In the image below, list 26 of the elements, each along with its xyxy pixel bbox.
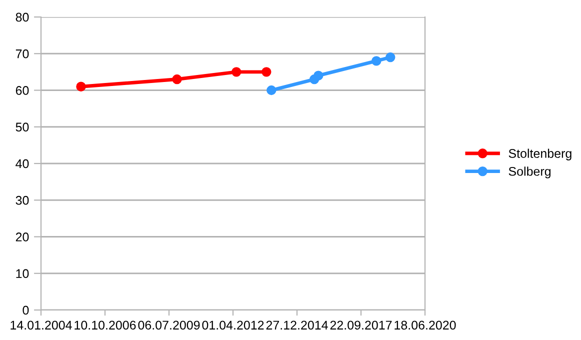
x-tick-label: 01.04.2012 (202, 320, 264, 330)
point (314, 70, 324, 80)
x-tick-label: 27.12.2014 (266, 320, 328, 330)
y-tick-label: 10 (16, 269, 29, 278)
y-tick-label: 80 (16, 12, 29, 22)
x-tick-label: 22.09.2017 (330, 320, 392, 330)
y-tick-label: 20 (16, 232, 29, 242)
legend-label: Solberg (508, 166, 550, 178)
point (372, 56, 382, 66)
x-tick-label: 10.10.2006 (74, 320, 136, 330)
y-tick-label: 0 (22, 306, 29, 315)
point (232, 67, 242, 77)
y-tick-label: 30 (16, 196, 29, 205)
point (386, 52, 396, 62)
y-tick-label: 50 (16, 122, 29, 132)
point (76, 82, 86, 92)
legend-label: Stoltenberg (508, 148, 572, 160)
point (262, 67, 272, 77)
y-tick-label: 40 (16, 159, 29, 168)
x-tick-label: 18.06.2020 (394, 320, 456, 330)
x-tick-label: 06.07.2009 (138, 320, 200, 330)
point (172, 74, 182, 84)
point (266, 85, 276, 96)
y-tick-label: 70 (16, 49, 29, 58)
x-tick-label: 14.01.2004 (10, 320, 72, 330)
y-tick-label: 60 (16, 86, 29, 95)
